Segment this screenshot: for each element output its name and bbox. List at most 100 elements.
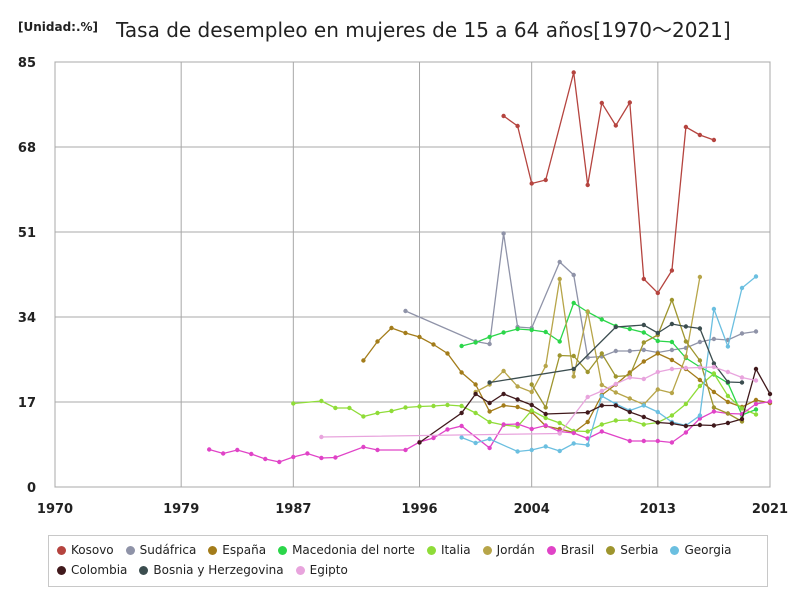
legend-item-macedonia-del-norte: Macedonia del norte <box>278 540 415 560</box>
data-point-sudafrica <box>501 231 506 236</box>
data-point-brasil <box>403 447 408 453</box>
data-point-espana <box>501 403 506 408</box>
data-point-egipto <box>683 365 689 371</box>
data-point-espana <box>487 409 492 414</box>
data-point-colombia <box>585 410 590 415</box>
legend-swatch <box>606 545 616 555</box>
legend-swatch <box>670 545 680 555</box>
data-point-sudafrica <box>487 341 492 347</box>
data-point-egipto <box>319 434 324 440</box>
data-point-espana <box>669 357 675 363</box>
data-point-colombia <box>515 397 520 402</box>
data-point-bosnia-y-herzegovina <box>571 366 576 372</box>
data-point-brasil <box>319 455 324 461</box>
data-point-serbia <box>571 353 576 359</box>
data-point-jordan <box>669 390 675 396</box>
series-egipto <box>319 364 759 440</box>
legend-label: Egipto <box>309 563 348 577</box>
legend-label: Serbia <box>620 543 659 557</box>
series-kosovo <box>501 70 717 296</box>
data-point-georgia <box>571 441 576 446</box>
x-tick-label: 1979 <box>163 502 199 517</box>
data-point-sudafrica <box>557 259 562 265</box>
data-point-brasil <box>501 422 506 427</box>
series-brasil <box>207 399 773 465</box>
data-point-kosovo <box>529 181 534 186</box>
data-point-serbia <box>683 339 689 344</box>
data-point-italia <box>613 418 618 423</box>
data-point-serbia <box>529 382 534 387</box>
data-point-italia <box>333 405 338 411</box>
series-line-macedonia-del-norte <box>461 302 757 416</box>
data-point-italia <box>697 383 703 389</box>
data-point-kosovo <box>669 268 675 273</box>
y-tick-label: 17 <box>18 396 36 411</box>
data-point-georgia <box>739 285 745 291</box>
data-point-italia <box>557 420 562 426</box>
data-point-georgia <box>725 344 731 349</box>
data-point-brasil <box>291 454 296 460</box>
x-tick-label: 1987 <box>275 502 311 517</box>
data-point-italia <box>417 404 422 409</box>
y-tick-label: 51 <box>18 226 36 241</box>
data-point-espana <box>697 377 703 383</box>
data-point-italia <box>431 403 436 409</box>
data-point-colombia <box>697 422 703 428</box>
data-point-macedonia-del-norte <box>459 343 464 349</box>
x-tick-label: 2004 <box>514 502 550 517</box>
data-point-italia <box>347 405 352 411</box>
data-point-brasil <box>487 445 492 451</box>
data-point-serbia <box>641 340 646 345</box>
data-point-italia <box>361 414 366 419</box>
data-point-brasil <box>543 423 548 428</box>
data-point-italia <box>641 422 646 427</box>
legend-label: Jordán <box>496 543 535 557</box>
data-point-espana <box>459 370 464 375</box>
legend-item-brasil: Brasil <box>546 540 594 560</box>
data-point-espana <box>585 419 590 425</box>
legend-item-bosnia-y-herzegovina: Bosnia y Herzegovina <box>139 560 284 580</box>
data-point-georgia <box>697 413 703 418</box>
series-jordan <box>473 274 703 407</box>
legend-item-jordan: Jordán <box>482 540 535 560</box>
data-point-sudafrica <box>753 329 759 334</box>
data-point-italia <box>487 419 492 425</box>
data-point-espana <box>389 325 394 331</box>
data-point-brasil <box>767 399 773 404</box>
data-point-egipto <box>613 381 618 387</box>
data-point-brasil <box>277 459 282 465</box>
data-point-brasil <box>571 430 576 436</box>
data-point-macedonia-del-norte <box>655 338 660 344</box>
legend-item-colombia: Colombia <box>57 560 127 580</box>
legend-swatch <box>57 565 66 575</box>
data-point-italia <box>403 405 408 410</box>
data-point-kosovo <box>501 113 506 119</box>
data-point-brasil <box>515 421 520 427</box>
series-italia <box>291 371 759 434</box>
data-point-italia <box>599 422 604 427</box>
data-point-brasil <box>641 438 646 444</box>
y-tick-label: 34 <box>18 311 36 326</box>
data-point-colombia <box>613 403 618 408</box>
data-point-jordan <box>655 387 660 392</box>
data-point-brasil <box>445 427 450 432</box>
data-point-jordan <box>571 374 576 379</box>
data-point-italia <box>529 408 534 413</box>
data-point-italia <box>627 417 632 423</box>
data-point-egipto <box>669 366 675 372</box>
data-point-georgia <box>599 393 604 399</box>
legend-item-kosovo: Kosovo <box>57 540 114 560</box>
data-point-sudafrica <box>711 336 717 342</box>
data-point-macedonia-del-norte <box>487 334 492 340</box>
data-point-colombia <box>529 402 534 408</box>
data-point-italia <box>585 429 590 434</box>
data-point-jordan <box>683 354 689 359</box>
legend-label: Bosnia y Herzegovina <box>153 563 284 577</box>
data-point-serbia <box>599 351 604 356</box>
data-point-italia <box>683 401 689 407</box>
data-point-kosovo <box>627 100 632 105</box>
data-point-macedonia-del-norte <box>599 317 604 322</box>
data-point-kosovo <box>655 290 660 296</box>
data-point-serbia <box>711 405 717 410</box>
series-line-espana <box>362 327 771 434</box>
